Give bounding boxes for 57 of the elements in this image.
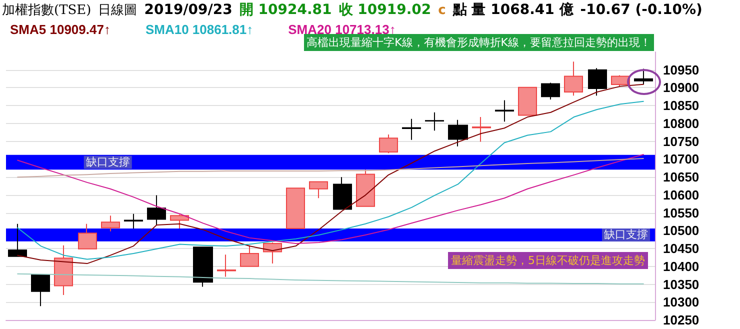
y-tick-label: 10750 xyxy=(663,134,700,149)
candlestick xyxy=(78,223,97,250)
candlestick xyxy=(541,82,560,100)
y-tick-label: 10950 xyxy=(663,62,700,78)
chart-subtitle: 日線圖 xyxy=(98,2,138,19)
y-tick-label: 10500 xyxy=(663,223,700,238)
candlestick xyxy=(448,119,468,147)
text: 點 量 1068.41 億 xyxy=(452,1,574,19)
chart-title: 加權指數(TSE) xyxy=(2,2,92,19)
y-tick-label: 10600 xyxy=(663,187,700,202)
candlestick xyxy=(170,214,189,230)
y-tick-label: 10550 xyxy=(663,205,700,220)
candlestick xyxy=(425,112,444,132)
text: SMA20 10713.13↑ xyxy=(288,22,396,37)
y-tick-label: 10300 xyxy=(663,294,700,310)
candlestick xyxy=(240,244,259,267)
text: 收 10919.02 xyxy=(338,1,432,19)
y-tick-label: 10350 xyxy=(663,276,700,292)
text: -10.67 (-0.10%) xyxy=(580,2,702,18)
candlestick xyxy=(333,176,352,210)
candlestick xyxy=(379,134,398,154)
candlestick xyxy=(588,68,607,96)
y-tick-label: 10900 xyxy=(663,80,700,96)
y-tick-label: 10700 xyxy=(663,152,700,167)
text: SMA10 10861.81↑ xyxy=(145,22,254,37)
candlestick xyxy=(101,215,120,232)
candlestick xyxy=(518,86,537,116)
text: 2019/09/23 xyxy=(144,2,232,18)
text: 開 10924.81 xyxy=(239,1,332,19)
y-tick-label: 10800 xyxy=(663,116,700,131)
candlestick xyxy=(402,118,421,140)
line-series xyxy=(17,158,644,178)
candlestick xyxy=(472,116,491,142)
y-tick-label: 10400 xyxy=(663,258,700,274)
candlestick xyxy=(495,100,514,122)
candlestick xyxy=(286,188,305,230)
y-tick-label: 10650 xyxy=(663,170,700,185)
candlestick xyxy=(309,181,328,199)
text: SMA5 10909.47↑ xyxy=(10,22,110,37)
text: c xyxy=(438,3,446,18)
candlestick xyxy=(147,194,166,226)
band-label: 缺口支撐 xyxy=(86,155,130,168)
candlestick xyxy=(193,246,213,288)
candlestick xyxy=(8,223,27,257)
candlestick xyxy=(356,169,375,207)
candlestick xyxy=(217,254,236,278)
y-tick-label: 10450 xyxy=(663,241,700,256)
candlestick xyxy=(31,274,50,307)
candlestick xyxy=(54,244,73,296)
annotation: 量縮震盪走勢，5日線不破仍是進攻走勢 xyxy=(448,252,648,269)
line-series xyxy=(17,273,644,284)
y-tick-label: 10250 xyxy=(663,312,700,328)
candlestick xyxy=(564,61,583,96)
text: 高檔出現量縮十字K線，有機會形成轉折K線，要留意拉回走勢的出現！ xyxy=(304,34,654,51)
band-label: 缺口支撐 xyxy=(604,228,648,241)
y-tick-label: 10850 xyxy=(663,98,700,114)
candlestick xyxy=(124,213,143,230)
